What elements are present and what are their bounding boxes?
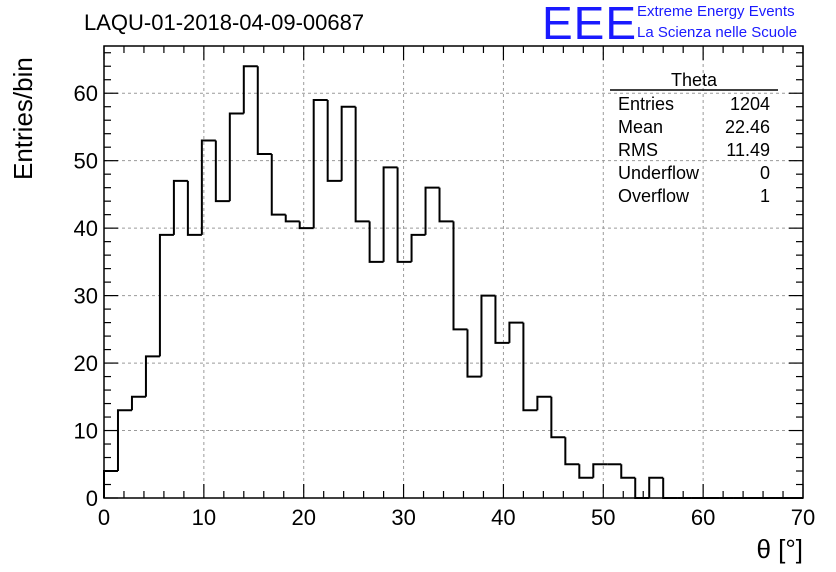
eee-logo: EEE [542,0,638,49]
histogram-bin [508,321,524,343]
histogram-bin [312,98,328,229]
histogram-bin [270,153,286,216]
histogram-bin [214,140,230,203]
histogram-bin [284,214,300,223]
stats-row-value: 11.49 [726,140,770,160]
histogram-bin [410,233,426,262]
x-tick-label: 0 [98,505,110,530]
histogram-bin [130,395,146,411]
y-tick-label: 40 [74,216,98,241]
histogram-bin [368,221,384,263]
y-tick-label: 60 [74,81,98,106]
histogram-bin [424,186,440,235]
x-tick-label: 30 [391,505,415,530]
stats-row-label: Mean [618,117,663,137]
histogram-bin [340,105,356,181]
x-tick-label: 40 [491,505,515,530]
histogram-bars [103,65,803,499]
axis-ticks [103,46,804,499]
stats-row-label: Overflow [618,186,690,206]
logo-line-2: La Scienza nelle Scuole [637,24,798,41]
stats-row-value: 1 [760,186,770,206]
histogram-bin [396,167,412,263]
y-tick-label: 50 [74,149,98,174]
x-tick-label: 10 [192,505,216,530]
histogram-bin [256,66,272,155]
x-tick-label: 20 [291,505,315,530]
logo-line-1: Extreme Energy Events [637,3,795,20]
stats-box: Theta Entries 1204 Mean 22.46 RMS 11.49 Underfl… [610,70,778,206]
stats-row-value: 1204 [730,94,770,114]
histogram-bin [242,65,258,114]
stats-row-label: Entries [618,94,674,114]
histogram-bin [522,322,538,412]
histogram-bin [648,476,664,498]
histogram-bin [186,180,202,236]
histogram-bin [144,355,160,397]
histogram-bin [578,464,594,479]
histogram-bin [564,437,580,466]
histogram-bin [326,99,342,182]
histogram-bin [536,395,552,411]
stats-row-label: RMS [618,140,658,160]
histogram-bin [438,187,454,223]
histogram-bin [592,463,608,478]
y-tick-label: 10 [74,419,98,444]
y-tick-label: 0 [86,486,98,511]
histogram-bin [452,221,468,331]
histogram-bin [620,464,636,479]
histogram-bin [662,477,678,499]
x-tick-label: 50 [591,505,615,530]
histogram-bin [550,396,566,439]
histogram-bin [466,329,482,378]
chart-title: LAQU-01-2018-04-09-00687 [84,10,365,35]
histogram-bin [158,233,174,357]
stats-row-value: 0 [760,163,770,183]
x-axis-label: θ [°] [756,534,803,564]
histogram-bin [298,221,314,230]
histogram-bin [354,106,370,223]
histogram-bin [228,112,244,202]
stats-row-label: Underflow [618,163,700,183]
histogram-bin [480,294,496,377]
histogram-bin [634,477,650,499]
histogram-bin [172,179,188,235]
stats-row-value: 22.46 [725,117,770,137]
histogram-bin [116,409,132,472]
x-tick-label: 60 [691,505,715,530]
histogram-bin [200,139,216,235]
y-tick-label: 30 [74,284,98,309]
y-tick-label: 20 [74,351,98,376]
histogram-bin [382,166,398,262]
plot-frame [103,45,804,499]
stats-title: Theta [671,70,718,90]
histogram-bin [494,295,510,344]
x-tick-label: 70 [791,505,815,530]
